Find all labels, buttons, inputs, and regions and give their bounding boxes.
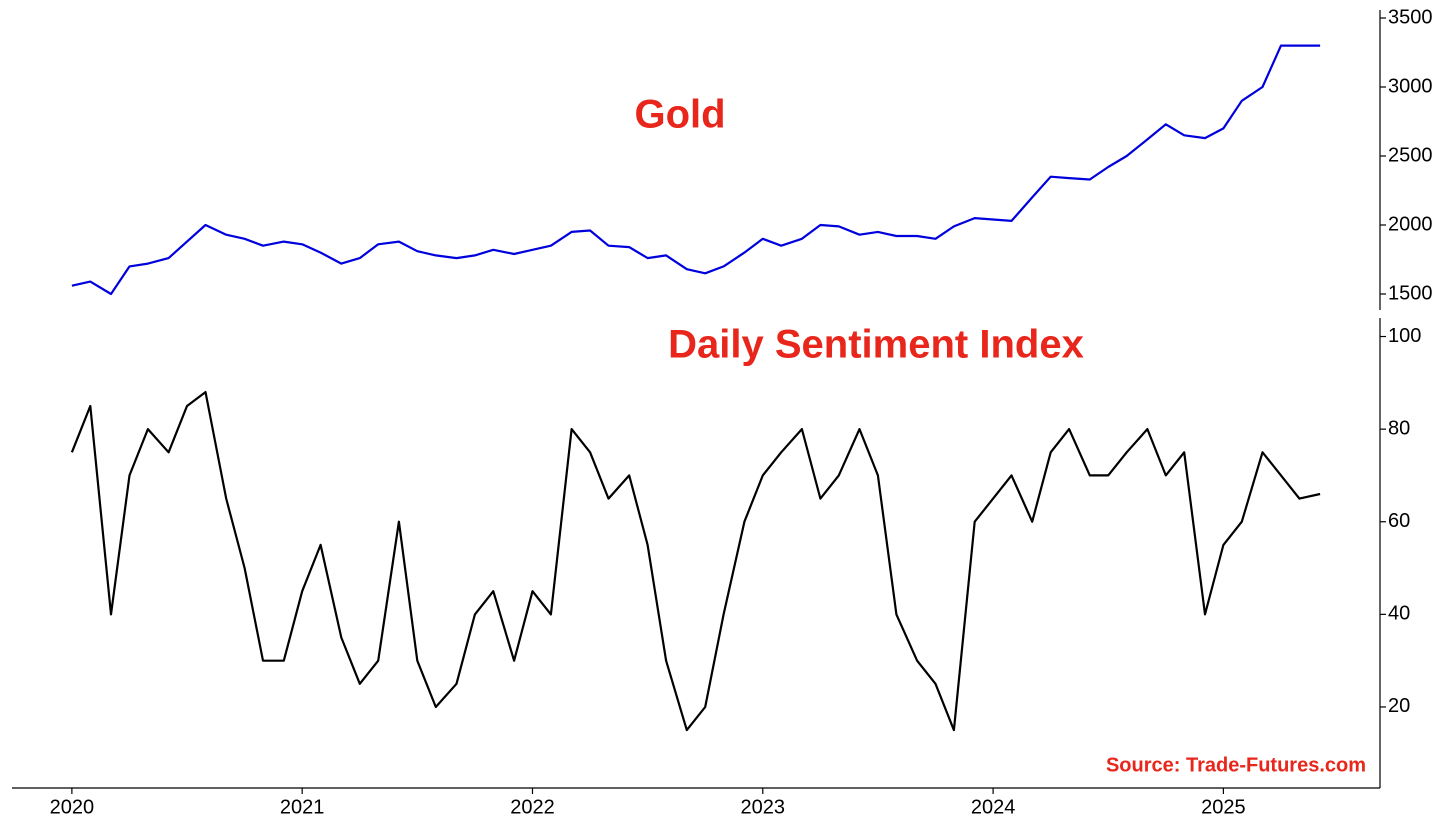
x-tick-label: 2025 [1201, 796, 1246, 818]
data-line [71, 44, 1321, 296]
y-tick-label: 60 [1388, 510, 1410, 532]
y-tick-label: 40 [1388, 603, 1410, 625]
y-tick-label: 3500 [1388, 6, 1433, 28]
x-tick-label: 2020 [50, 796, 95, 818]
y-tick-label: 100 [1388, 325, 1421, 347]
x-tick-label: 2024 [971, 796, 1016, 818]
dsi-title: Daily Sentiment Index [668, 323, 1084, 367]
x-tick-label: 2021 [280, 796, 325, 818]
source-note: Source: Trade-Futures.com [1106, 754, 1366, 776]
y-tick-label: 80 [1388, 417, 1410, 439]
y-tick-label: 2000 [1388, 213, 1433, 235]
gold-title: Gold [634, 93, 725, 137]
data-line [70, 391, 1321, 732]
y-tick-label: 20 [1388, 695, 1410, 717]
x-tick-label: 2022 [510, 796, 555, 818]
y-tick-label: 1500 [1388, 282, 1433, 304]
x-tick-label: 2023 [741, 796, 786, 818]
y-tick-label: 3000 [1388, 75, 1433, 97]
y-tick-label: 2500 [1388, 144, 1433, 166]
